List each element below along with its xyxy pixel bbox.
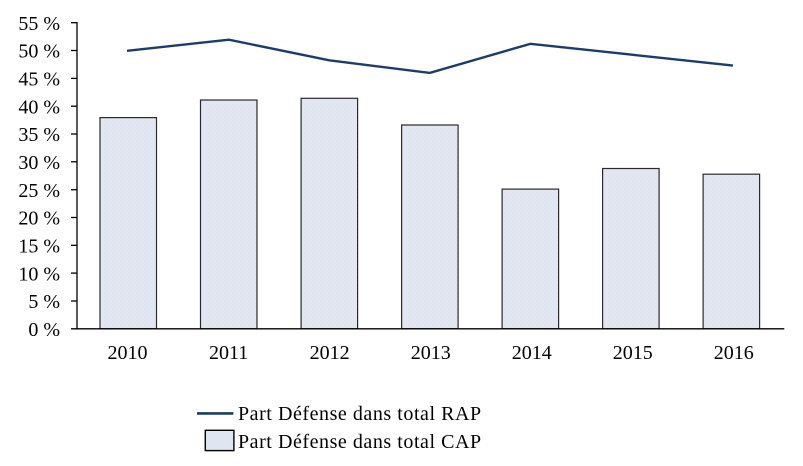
svg-text:30 %: 30 % xyxy=(18,152,60,174)
svg-text:2011: 2011 xyxy=(209,342,248,364)
svg-text:2010: 2010 xyxy=(108,342,148,364)
svg-text:Part Défense dans total RAP: Part Défense dans total RAP xyxy=(238,403,482,425)
svg-text:55 %: 55 % xyxy=(18,13,60,35)
svg-text:10 %: 10 % xyxy=(18,263,60,285)
svg-text:2012: 2012 xyxy=(310,342,350,364)
svg-text:45 %: 45 % xyxy=(18,69,60,91)
svg-text:2013: 2013 xyxy=(411,342,451,364)
svg-text:25 %: 25 % xyxy=(18,180,60,202)
svg-text:2015: 2015 xyxy=(613,342,653,364)
svg-text:15 %: 15 % xyxy=(18,236,60,258)
svg-text:40 %: 40 % xyxy=(18,96,60,118)
svg-text:2016: 2016 xyxy=(714,342,754,364)
svg-text:2014: 2014 xyxy=(512,342,552,364)
svg-text:50 %: 50 % xyxy=(18,41,60,63)
svg-text:20 %: 20 % xyxy=(18,208,60,230)
svg-text:Part Défense dans total CAP: Part Défense dans total CAP xyxy=(238,431,482,453)
svg-text:5 %: 5 % xyxy=(28,291,60,313)
svg-text:0 %: 0 % xyxy=(28,319,60,341)
svg-text:35 %: 35 % xyxy=(18,124,60,146)
